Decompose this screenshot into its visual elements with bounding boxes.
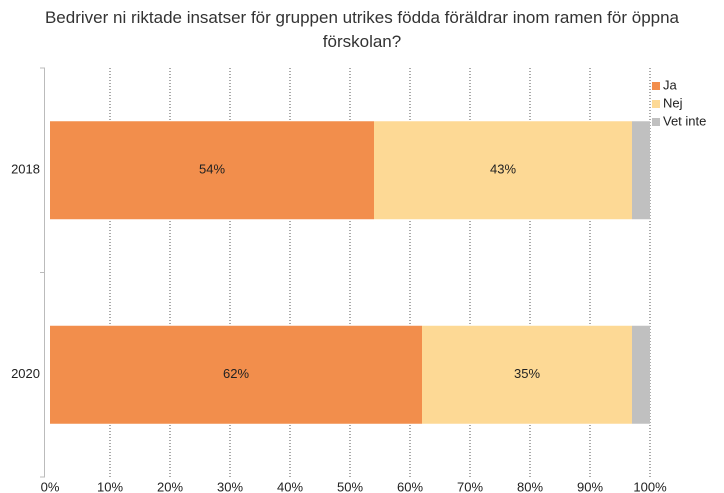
legend-label: Nej xyxy=(663,95,683,110)
x-tick-label: 90% xyxy=(577,479,603,493)
x-tick-label: 20% xyxy=(157,479,183,493)
bar-segment xyxy=(50,325,422,424)
x-tick-label: 30% xyxy=(217,479,243,493)
bar-segment xyxy=(632,121,650,220)
legend-swatch xyxy=(652,118,660,126)
bar-segment xyxy=(50,121,374,220)
y-tick-label: 2020 xyxy=(11,366,40,381)
x-tick-label: 10% xyxy=(97,479,123,493)
bar-segment xyxy=(422,325,632,424)
x-tick-label: 50% xyxy=(337,479,363,493)
x-tick-label: 60% xyxy=(397,479,423,493)
x-tick-label: 100% xyxy=(633,479,667,493)
data-label: 43% xyxy=(490,162,516,177)
x-tick-label: 80% xyxy=(517,479,543,493)
bar-segment xyxy=(632,325,650,424)
bar-segment xyxy=(374,121,632,220)
legend-swatch xyxy=(652,100,660,108)
x-tick-label: 0% xyxy=(41,479,60,493)
data-label: 54% xyxy=(199,162,225,177)
data-label: 35% xyxy=(514,366,540,381)
data-label: 62% xyxy=(223,366,249,381)
x-tick-label: 40% xyxy=(277,479,303,493)
legend-label: Vet inte xyxy=(663,113,706,128)
x-tick-label: 70% xyxy=(457,479,483,493)
legend-label: Ja xyxy=(663,77,678,92)
chart-title: Bedriver ni riktade insatser för gruppen… xyxy=(44,8,680,51)
y-tick-label: 2018 xyxy=(11,162,40,177)
legend-swatch xyxy=(652,82,660,90)
